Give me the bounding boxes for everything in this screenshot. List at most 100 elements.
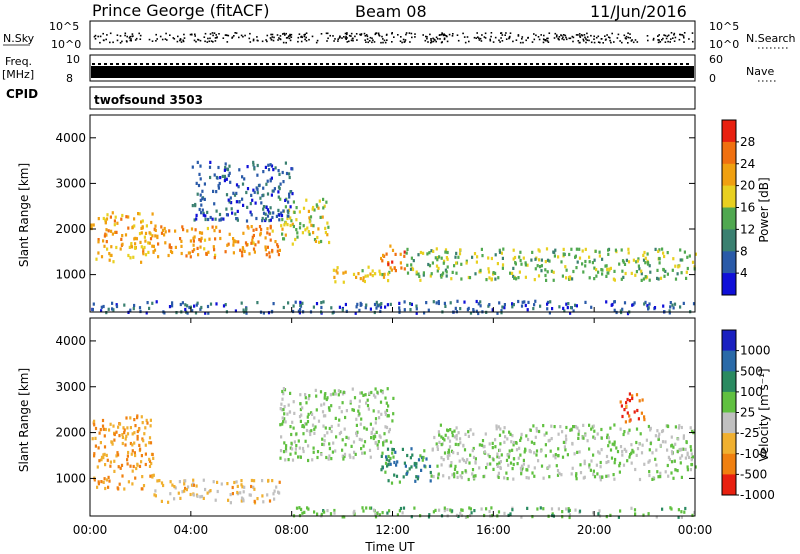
heatmap-cell	[179, 237, 182, 241]
heatmap-cell	[291, 420, 294, 424]
heatmap-cell	[410, 515, 413, 519]
heatmap-cell	[620, 248, 623, 252]
heatmap-cell	[613, 440, 616, 444]
nsky-point	[249, 41, 252, 43]
heatmap-cell	[363, 426, 366, 430]
heatmap-cell	[389, 266, 392, 270]
heatmap-cell	[613, 423, 616, 427]
heatmap-cell	[231, 492, 234, 496]
heatmap-cell	[181, 225, 184, 229]
nsky-point	[542, 38, 545, 40]
heatmap-cell	[446, 454, 449, 458]
nsky-point	[305, 32, 308, 34]
heatmap-cell	[108, 479, 111, 483]
heatmap-cell	[512, 257, 515, 261]
nsky-point	[372, 39, 374, 41]
heatmap-cell	[287, 301, 290, 305]
heatmap-cell	[276, 245, 280, 249]
heatmap-cell	[685, 276, 688, 280]
range-tick-label: 3000	[55, 176, 86, 190]
nsky-point	[270, 38, 273, 41]
heatmap-cell	[609, 266, 612, 270]
heatmap-cell	[282, 392, 285, 396]
heatmap-cell	[570, 472, 573, 476]
heatmap-cell	[428, 464, 432, 468]
heatmap-cell	[605, 274, 608, 278]
heatmap-cell	[417, 253, 420, 257]
nsky-point	[554, 32, 557, 35]
freq-point	[356, 63, 359, 65]
heatmap-cell	[238, 168, 241, 172]
heatmap-cell	[419, 454, 422, 458]
nsky-point	[597, 35, 600, 38]
nsky-point	[289, 39, 292, 42]
heatmap-cell	[91, 308, 94, 312]
heatmap-cell	[372, 436, 375, 441]
heatmap-cell	[671, 303, 674, 307]
heatmap-cell	[487, 453, 490, 457]
nsky-point	[218, 33, 220, 35]
heatmap-cell	[372, 508, 376, 512]
heatmap-cell	[105, 233, 108, 237]
heatmap-cell	[317, 419, 321, 423]
heatmap-cell	[689, 468, 692, 472]
heatmap-cell	[140, 220, 143, 224]
heatmap-cell	[222, 217, 225, 221]
nsky-point	[116, 34, 119, 36]
heatmap-cell	[335, 269, 338, 273]
heatmap-cell	[637, 257, 640, 261]
freq-point	[542, 63, 545, 65]
heatmap-cell	[307, 412, 310, 416]
heatmap-cell	[396, 460, 399, 464]
heatmap-cell	[677, 265, 680, 269]
heatmap-cell	[271, 229, 274, 233]
heatmap-cell	[163, 311, 166, 315]
freq-point	[242, 63, 245, 65]
heatmap-cell	[214, 237, 217, 241]
heatmap-cell	[647, 424, 650, 429]
heatmap-cell	[423, 311, 426, 315]
heatmap-cell	[415, 475, 418, 479]
heatmap-cell	[281, 170, 284, 175]
heatmap-cell	[129, 256, 132, 260]
heatmap-cell	[577, 436, 580, 440]
heatmap-cell	[282, 387, 285, 391]
nsky-point	[119, 42, 122, 44]
heatmap-cell	[625, 449, 628, 453]
nsky-point	[311, 35, 314, 38]
heatmap-cell	[621, 414, 624, 419]
heatmap-cell	[105, 453, 108, 457]
heatmap-cell	[230, 207, 233, 211]
heatmap-cell	[384, 412, 387, 417]
heatmap-cell	[100, 480, 103, 484]
nsky-point	[448, 33, 451, 36]
heatmap-cell	[625, 258, 628, 262]
heatmap-cell	[527, 476, 530, 480]
nsky-point	[214, 40, 217, 42]
heatmap-cell	[535, 449, 539, 453]
heatmap-cell	[628, 455, 631, 459]
heatmap-cell	[135, 466, 138, 471]
heatmap-cell	[283, 405, 286, 409]
heatmap-cell	[152, 473, 155, 477]
heatmap-cell	[351, 408, 354, 412]
heatmap-cell	[607, 460, 610, 464]
heatmap-cell	[156, 479, 159, 483]
heatmap-cell	[599, 460, 602, 465]
heatmap-cell	[467, 275, 470, 280]
heatmap-cell	[643, 418, 646, 422]
nsky-point	[216, 36, 218, 39]
heatmap-cell	[509, 461, 513, 465]
freq-point	[626, 63, 629, 65]
heatmap-cell	[281, 389, 284, 394]
nsky-point	[231, 37, 233, 39]
heatmap-cell	[557, 432, 560, 436]
heatmap-cell	[185, 488, 188, 492]
heatmap-cell	[590, 459, 593, 463]
freq-point	[194, 63, 197, 65]
heatmap-cell	[670, 471, 673, 475]
nsky-point	[484, 37, 487, 39]
heatmap-cell	[284, 233, 287, 237]
heatmap-cell	[395, 474, 399, 478]
nsky-point	[515, 39, 518, 41]
